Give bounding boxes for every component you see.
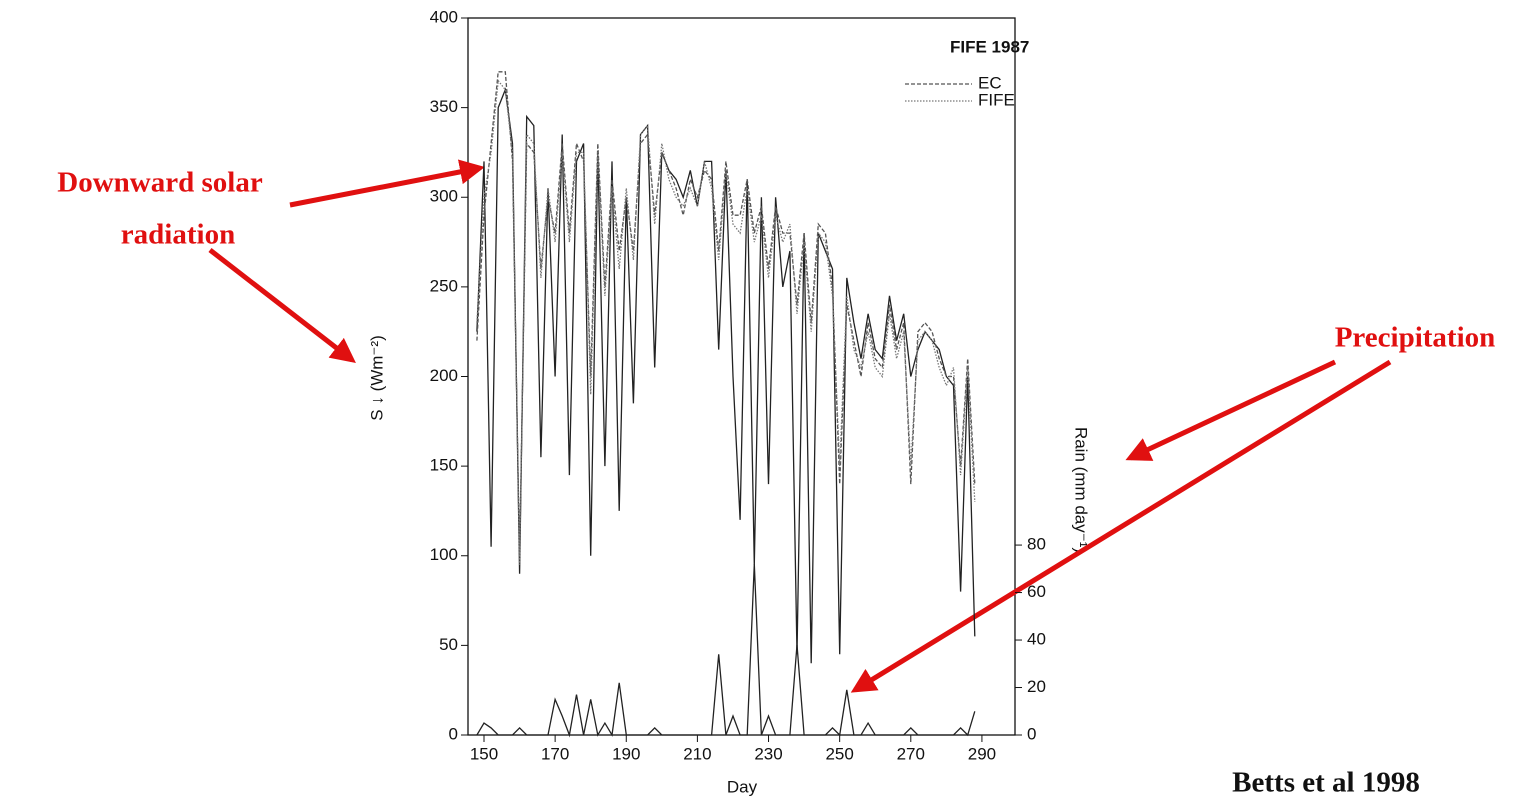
y2-tick-label: 0 <box>1027 724 1036 743</box>
y2-tick-label: 40 <box>1027 630 1046 649</box>
plot-frame <box>467 17 1016 736</box>
annotation: radiation <box>121 219 235 251</box>
x-tick-label: 150 <box>470 744 498 763</box>
y-tick-label: 200 <box>430 366 458 385</box>
series-line <box>476 564 976 738</box>
y-tick-label: 50 <box>439 635 458 654</box>
x-tick-label: 170 <box>541 744 569 763</box>
x-tick-label: 210 <box>683 744 711 763</box>
annotation: Downward solar <box>57 167 263 199</box>
y-tick-label: 400 <box>430 7 458 26</box>
chart-title: FIFE 1987 <box>950 37 1029 56</box>
y2-tick-label: 60 <box>1027 582 1046 601</box>
y-tick-label: 300 <box>430 187 458 206</box>
arrows <box>208 159 1392 693</box>
y2-axis-label: Rain (mm day⁻¹) <box>1072 427 1091 553</box>
annotation: Precipitation <box>1335 322 1496 354</box>
y-tick-label: 350 <box>430 97 458 116</box>
x-axis-label: Day <box>727 777 758 796</box>
x-tick-label: 270 <box>897 744 925 763</box>
source-note: Betts et al 1998 <box>1232 767 1420 799</box>
y-axis-label: S ↓ (Wm⁻²) <box>367 335 386 420</box>
y2-tick-label: 20 <box>1027 677 1046 696</box>
series-line <box>476 79 976 565</box>
y-tick-label: 250 <box>430 276 458 295</box>
y2-tick-label: 80 <box>1027 535 1046 554</box>
x-tick-label: 290 <box>968 744 996 763</box>
legend-label: FIFE <box>978 90 1015 109</box>
x-tick-label: 230 <box>754 744 782 763</box>
x-tick-label: 250 <box>825 744 853 763</box>
y-tick-label: 150 <box>430 456 458 475</box>
y-tick-label: 0 <box>449 724 458 743</box>
legend-label: EC <box>978 73 1002 92</box>
y-tick-label: 100 <box>430 545 458 564</box>
series-line <box>476 71 976 556</box>
x-tick-label: 190 <box>612 744 640 763</box>
